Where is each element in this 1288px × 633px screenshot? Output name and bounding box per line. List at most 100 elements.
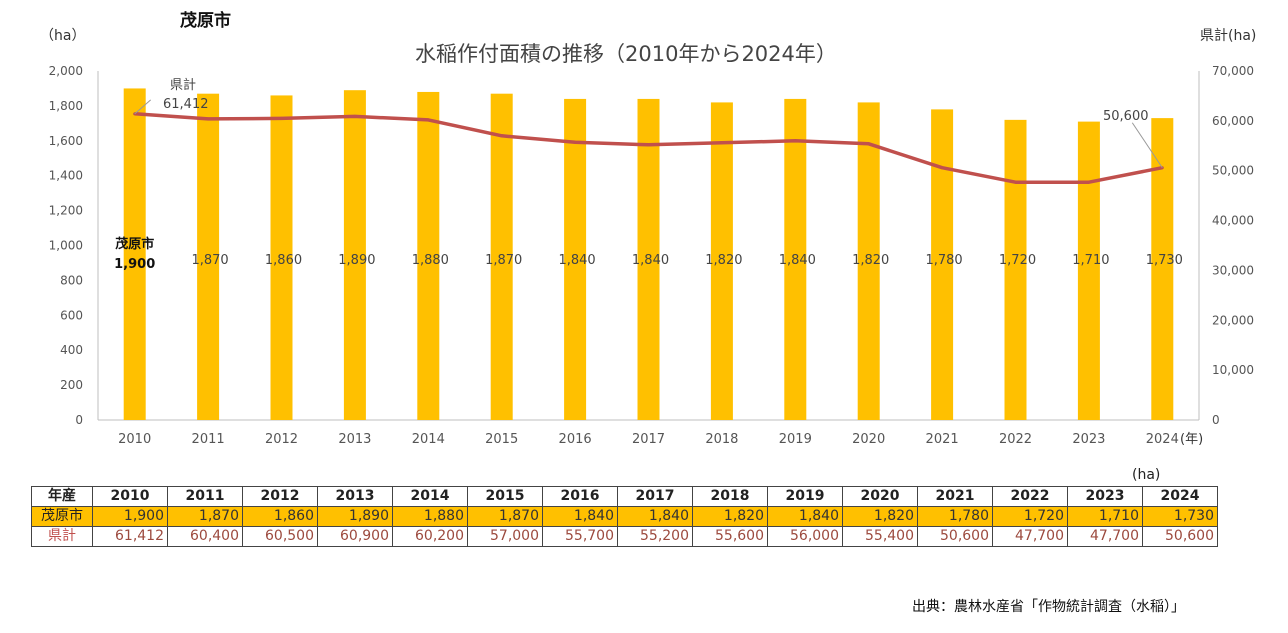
- y-tick-label: 1,600: [49, 134, 83, 148]
- y2-tick-label: 40,000: [1212, 214, 1254, 228]
- line-point: [940, 166, 944, 170]
- y-tick-label: 600: [60, 308, 83, 322]
- bar: [637, 98, 660, 421]
- chart: 0 200 400 600 800 1,000 1,200 1,400 1,600 1,800 2,…: [40, 28, 1256, 447]
- table-year-cell: 2013: [317, 486, 393, 507]
- bar: [1004, 119, 1027, 421]
- y-tick-label: 1,800: [49, 99, 83, 113]
- bar: [931, 109, 954, 420]
- line-start-name: 県計: [170, 77, 196, 93]
- table-ken-cell: 47,700: [992, 526, 1068, 547]
- table-mobara-cell: 1,820: [692, 506, 768, 527]
- bar-data-label: 1,710: [1072, 253, 1109, 268]
- y2-tick-label: 20,000: [1212, 313, 1254, 327]
- bar: [1077, 121, 1100, 420]
- x-axis-unit: (年): [1180, 432, 1203, 447]
- x-tick-label: 2020: [852, 432, 885, 447]
- table-mobara-cell: 1,880: [392, 506, 468, 527]
- x-tick-label: 2022: [999, 432, 1032, 447]
- data-table: 年産 2010 2011 2012 2013 2014 2015 2016 2017 2018 2…: [31, 486, 1218, 547]
- table-year-cell: 2015: [467, 486, 543, 507]
- table-mobara-cell: 1,860: [242, 506, 318, 527]
- table-ken-cell: 55,200: [617, 526, 693, 547]
- table-mobara-cell: 1,840: [617, 506, 693, 527]
- source-note: 出典：農林水産省「作物統計調査（水稲）」: [912, 599, 1185, 615]
- line-start-value: 61,412: [163, 97, 209, 112]
- table-ken-cell: 56,000: [767, 526, 843, 547]
- x-tick-label: 2018: [705, 432, 738, 447]
- bar: [343, 90, 366, 420]
- table-year-cell: 2019: [767, 486, 843, 507]
- table-mobara-cell: 1,820: [842, 506, 918, 527]
- x-tick-label: 2021: [926, 432, 959, 447]
- y-tick-label: 400: [60, 343, 83, 357]
- y-axis-unit: （ha）: [40, 28, 85, 44]
- table-mobara-cell: 1,780: [917, 506, 993, 527]
- bar-data-label: 1,820: [705, 253, 742, 268]
- y-tick-label: 1,400: [49, 169, 83, 183]
- table-year-cell: 2022: [992, 486, 1068, 507]
- y2-tick-label: 50,000: [1212, 164, 1254, 178]
- line-point: [573, 140, 577, 144]
- table-mobara-cell: 1,710: [1067, 506, 1143, 527]
- line-point: [1014, 180, 1017, 184]
- x-tick-label: 2014: [412, 432, 445, 447]
- bar-data-label: 1,720: [999, 253, 1036, 268]
- line-point: [500, 134, 504, 138]
- table-year-cell: 2017: [617, 486, 693, 507]
- table-year-cell: 2024: [1142, 486, 1218, 507]
- bar: [197, 93, 220, 420]
- bar-data-label: 1,860: [265, 253, 302, 268]
- bar-data-label: 1,780: [925, 253, 962, 268]
- x-tick-label: 2010: [118, 432, 151, 447]
- bar: [270, 95, 293, 421]
- table-year-cell: 2010: [92, 486, 168, 507]
- y-tick-label: 1,000: [49, 239, 83, 253]
- line-start-leader: [134, 99, 152, 115]
- line-point: [1087, 180, 1091, 184]
- table-ken-cell: 60,400: [167, 526, 243, 547]
- line-point: [867, 142, 871, 146]
- table-year-cell: 2011: [167, 486, 243, 507]
- table-ken-cell: 61,412: [92, 526, 168, 547]
- line-point: [280, 116, 283, 120]
- table-ken-cell: 50,600: [1142, 526, 1218, 547]
- y-tick-label: 200: [60, 378, 83, 392]
- x-tick-label: 2023: [1072, 432, 1105, 447]
- table-row-ken-label: 県計: [31, 526, 93, 547]
- x-tick-label: 2012: [265, 432, 298, 447]
- x-tick-label: 2024: [1146, 432, 1179, 447]
- table-year-cell: 2020: [842, 486, 918, 507]
- line-point: [793, 139, 797, 143]
- table-unit-note: (ha): [1132, 467, 1161, 483]
- table-year-cell: 2023: [1067, 486, 1143, 507]
- x-tick-label: 2015: [485, 432, 518, 447]
- table-mobara-cell: 1,870: [167, 506, 243, 527]
- line-point: [353, 114, 357, 118]
- table-year-cell: 2014: [392, 486, 468, 507]
- table-mobara-cell: 1,730: [1142, 506, 1218, 527]
- bar-data-label: 1,840: [779, 253, 816, 268]
- table-year-cell: 2012: [242, 486, 318, 507]
- table-ken-cell: 60,900: [317, 526, 393, 547]
- line-point: [206, 117, 210, 121]
- line-point: [720, 141, 724, 145]
- bar-data-label: 1,820: [852, 253, 889, 268]
- table-mobara-cell: 1,840: [767, 506, 843, 527]
- y-tick-label: 0: [75, 413, 83, 427]
- y2-tick-label: 60,000: [1212, 114, 1254, 128]
- bar: [1151, 118, 1174, 421]
- x-tick-label: 2013: [338, 432, 371, 447]
- bar: [490, 93, 513, 420]
- table-ken-cell: 47,700: [1067, 526, 1143, 547]
- table-mobara-cell: 1,720: [992, 506, 1068, 527]
- line-end-leader: [1131, 122, 1163, 169]
- bar: [417, 91, 440, 420]
- bar: [123, 88, 146, 420]
- city-title: 茂原市: [180, 11, 231, 31]
- bar: [564, 98, 587, 421]
- table-row-mobara-label: 茂原市: [31, 506, 93, 527]
- bar-data-label: 1,890: [338, 253, 375, 268]
- table-year-cell: 2021: [917, 486, 993, 507]
- table-mobara-cell: 1,890: [317, 506, 393, 527]
